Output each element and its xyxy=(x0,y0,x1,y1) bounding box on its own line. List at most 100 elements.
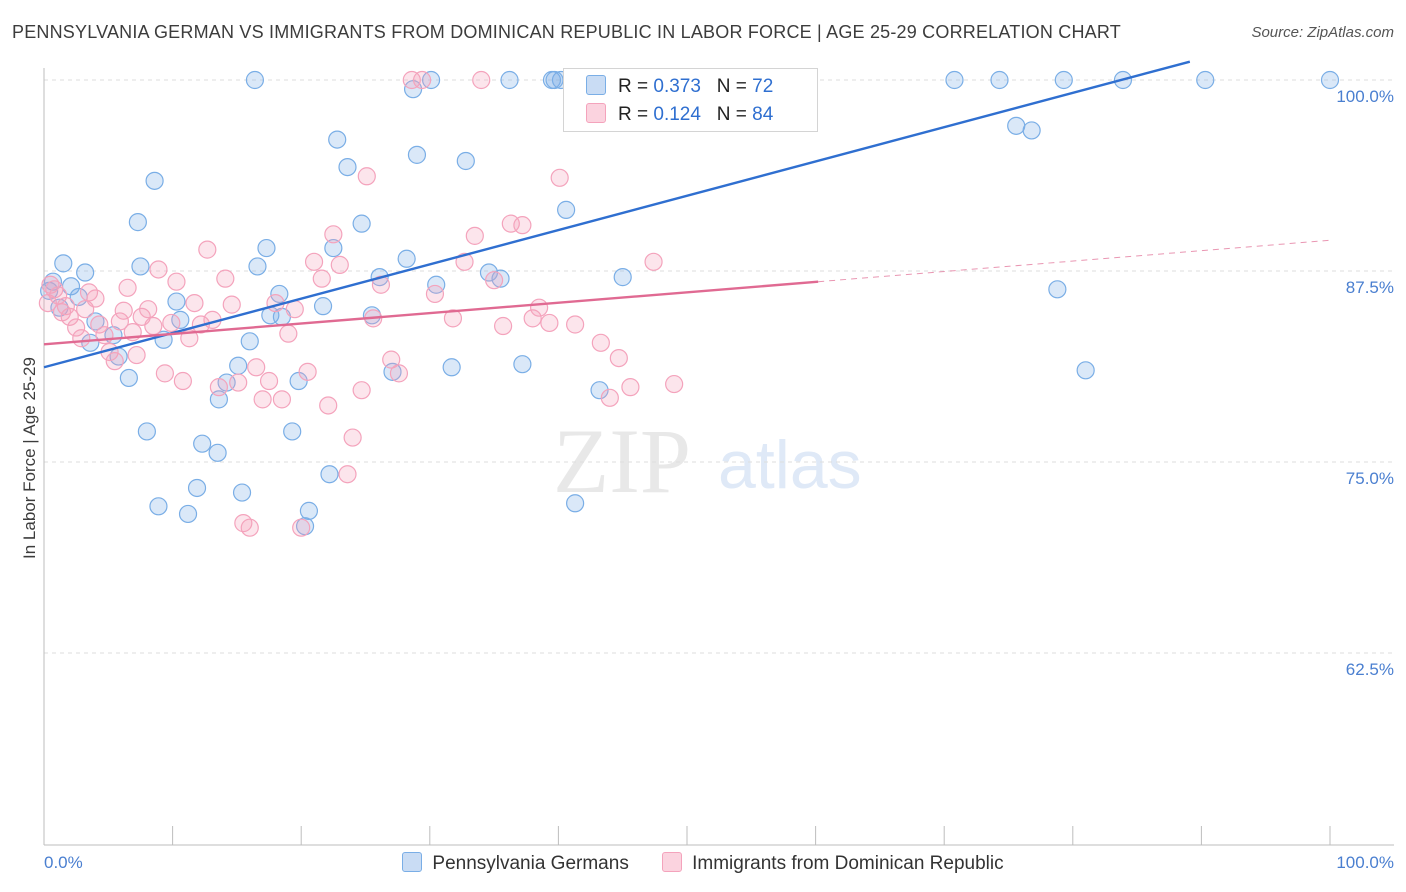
data-point xyxy=(240,332,259,351)
y-tick-label: 87.5% xyxy=(1345,278,1394,297)
data-point xyxy=(540,313,559,333)
correlation-legend: R = 0.373 N = 72 R = 0.124 N = 84 xyxy=(563,68,818,132)
data-point xyxy=(455,252,474,271)
watermark-atlas: atlas xyxy=(718,427,862,503)
data-point xyxy=(513,355,532,374)
data-point xyxy=(530,298,549,317)
data-point xyxy=(240,518,259,537)
legend-n-label: N = xyxy=(716,76,747,97)
data-point xyxy=(1076,361,1095,380)
data-point xyxy=(86,289,105,308)
y-tick-label: 62.5% xyxy=(1345,660,1394,679)
trend-lines xyxy=(43,60,1331,369)
chart-title: PENNSYLVANIA GERMAN VS IMMIGRANTS FROM D… xyxy=(12,22,1121,42)
data-point xyxy=(313,297,333,316)
data-point xyxy=(665,374,684,394)
data-point xyxy=(167,272,186,291)
data-point xyxy=(222,295,241,314)
data-point xyxy=(178,504,198,524)
data-point xyxy=(76,263,95,282)
data-point xyxy=(945,70,964,90)
data-point xyxy=(292,518,311,537)
data-point xyxy=(494,316,513,336)
y-tick-label: 75.0% xyxy=(1345,469,1394,488)
data-point xyxy=(81,333,100,352)
data-point xyxy=(270,284,289,304)
data-point xyxy=(443,309,463,328)
data-point xyxy=(245,70,265,90)
data-point xyxy=(167,292,186,311)
data-point xyxy=(208,443,227,462)
data-point xyxy=(131,257,150,276)
data-point xyxy=(338,157,357,177)
data-point xyxy=(644,252,663,271)
data-point xyxy=(320,465,339,484)
data-point xyxy=(285,300,304,319)
trend-line-pennsylvania-germans xyxy=(43,60,1191,369)
data-point xyxy=(352,381,371,400)
legend-row-blue: R = 0.373 N = 72 xyxy=(586,75,773,98)
legend-row-pink: R = 0.124 N = 84 xyxy=(586,103,773,126)
data-point xyxy=(149,497,168,516)
data-point xyxy=(54,254,73,273)
data-point xyxy=(72,329,91,348)
data-point xyxy=(397,249,416,268)
data-point xyxy=(389,364,409,383)
data-point xyxy=(352,214,371,233)
data-point xyxy=(149,260,168,279)
trend-line-extension xyxy=(818,239,1331,283)
data-point xyxy=(247,358,266,377)
data-point xyxy=(343,428,362,447)
data-point xyxy=(193,434,212,453)
data-point xyxy=(357,167,376,186)
data-point xyxy=(465,226,484,245)
legend-r-value: 0.124 xyxy=(653,104,701,125)
data-point xyxy=(1022,121,1041,140)
axes xyxy=(43,68,1394,846)
data-point xyxy=(257,238,276,258)
data-point xyxy=(407,145,427,164)
data-point xyxy=(485,271,504,290)
series-legend: Pennsylvania Germans Immigrants from Dom… xyxy=(0,852,1406,875)
data-point xyxy=(145,171,164,190)
data-point xyxy=(566,494,585,513)
y-tick-label: 100.0% xyxy=(1336,87,1394,106)
data-point xyxy=(613,268,632,287)
data-point xyxy=(590,381,609,400)
watermark: ZIP atlas xyxy=(553,410,862,512)
data-point xyxy=(137,422,156,441)
data-point xyxy=(162,313,181,333)
data-point xyxy=(229,373,248,392)
data-point xyxy=(209,378,228,397)
data-point xyxy=(67,318,86,337)
legend-item-pennsylvania-germans: Pennsylvania Germans xyxy=(402,852,629,875)
data-point xyxy=(298,362,317,381)
data-point xyxy=(990,70,1009,90)
data-point xyxy=(259,371,279,391)
series-immigrants-dominican-republic xyxy=(38,70,684,537)
data-point xyxy=(545,70,564,90)
data-point xyxy=(114,301,133,320)
data-point xyxy=(119,368,138,388)
data-point xyxy=(272,390,292,409)
data-point xyxy=(198,240,217,259)
data-point xyxy=(187,478,207,498)
data-point xyxy=(253,390,272,409)
data-point xyxy=(324,225,343,244)
data-point xyxy=(232,483,252,502)
data-point xyxy=(1048,280,1067,299)
data-point xyxy=(550,168,569,187)
data-point xyxy=(56,297,75,316)
data-point xyxy=(324,238,343,258)
legend-swatch-pink xyxy=(586,103,606,123)
data-point xyxy=(609,348,628,368)
legend-item-dominican-republic: Immigrants from Dominican Republic xyxy=(662,852,1004,875)
data-point xyxy=(328,130,347,149)
data-point xyxy=(155,364,174,383)
legend-series-name: Immigrants from Dominican Republic xyxy=(692,853,1004,874)
data-point xyxy=(1320,70,1340,90)
data-point xyxy=(362,306,382,325)
data-point xyxy=(472,70,491,90)
data-point xyxy=(456,151,475,171)
